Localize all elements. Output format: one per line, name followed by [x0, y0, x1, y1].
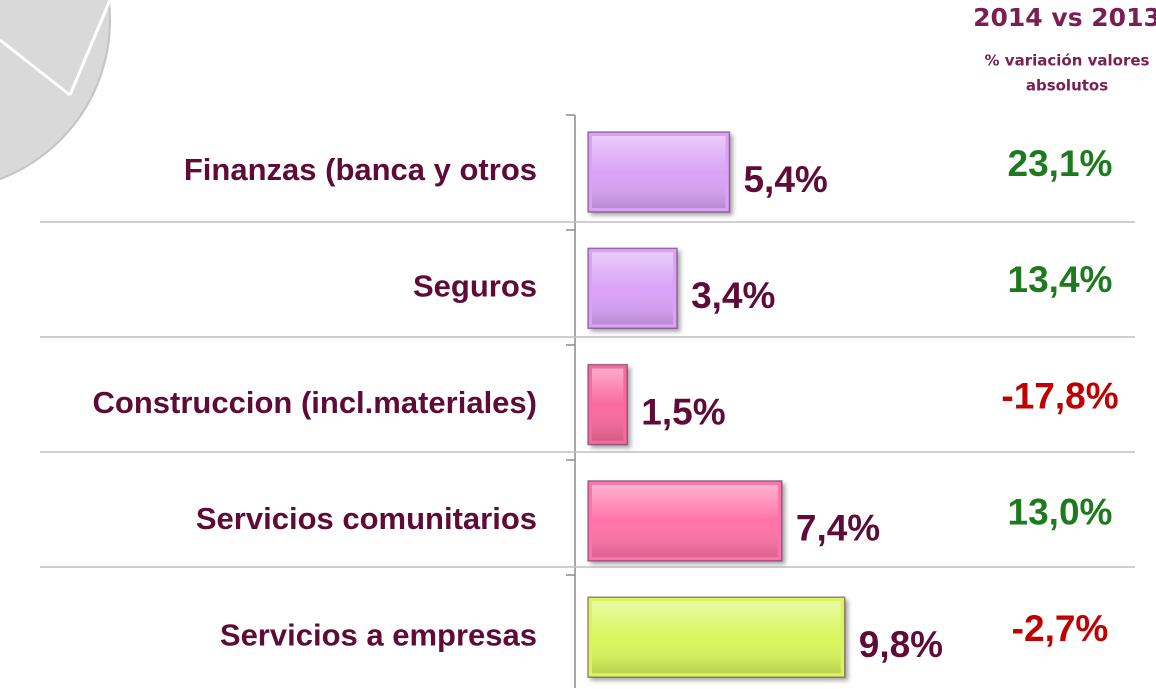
- variation-value: -2,7%: [1012, 608, 1109, 649]
- category-label: Seguros: [413, 268, 537, 303]
- variation-subtitle: absolutos: [1026, 77, 1108, 95]
- variation-title: 2014 vs 2013: [973, 3, 1156, 32]
- variation-value: 13,0%: [1008, 492, 1113, 533]
- value-label: 9,8%: [859, 624, 943, 665]
- category-label: Servicios comunitarios: [196, 501, 537, 536]
- variation-subtitle: % variación valores: [985, 52, 1150, 70]
- category-label: Construccion (incl.materiales): [93, 385, 537, 420]
- category-label: Servicios a empresas: [220, 617, 537, 652]
- variation-value: -17,8%: [1001, 375, 1118, 416]
- value-label: 7,4%: [796, 508, 880, 549]
- category-label: Finanzas (banca y otros: [184, 152, 537, 187]
- bar-shine: [592, 136, 726, 208]
- decoration: [0, 0, 112, 181]
- bar-shine: [592, 368, 624, 441]
- bar-shine: [592, 601, 841, 674]
- bar-shine: [592, 484, 778, 557]
- bar-shine: [592, 252, 674, 325]
- variation-value: 13,4%: [1008, 259, 1113, 300]
- value-label: 1,5%: [641, 391, 725, 432]
- variation-value: 23,1%: [1008, 143, 1113, 184]
- value-label: 5,4%: [743, 159, 827, 200]
- value-label: 3,4%: [691, 275, 775, 316]
